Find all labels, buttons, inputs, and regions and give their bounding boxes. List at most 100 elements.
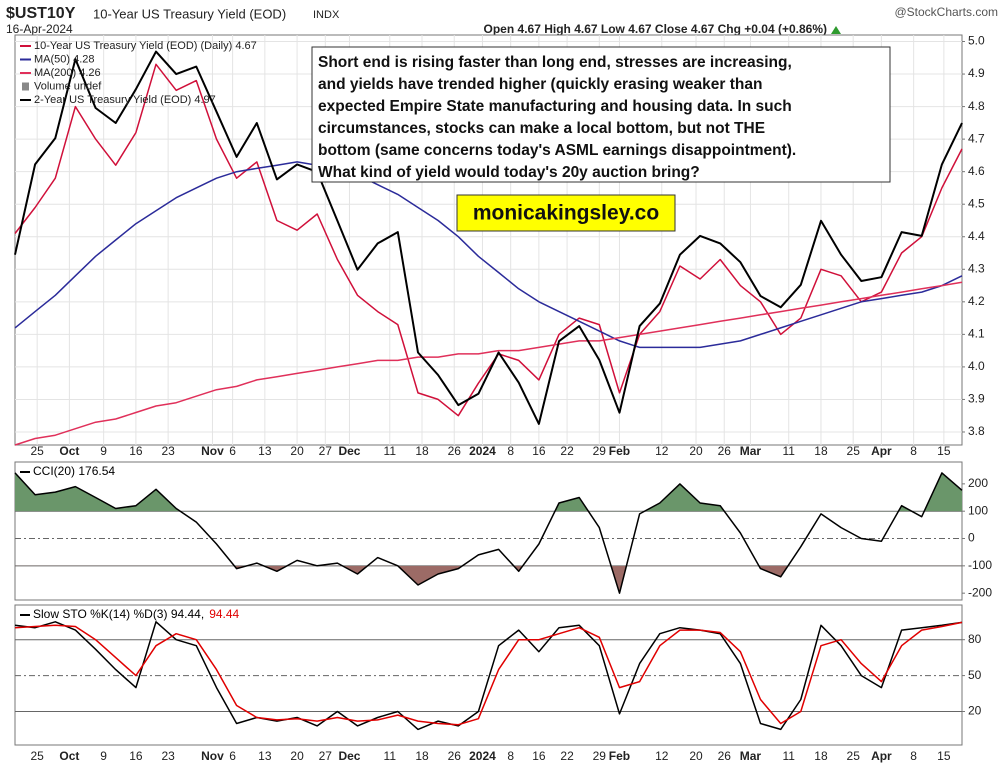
y-tick-label: 4.3 <box>968 261 985 275</box>
annotation: Short end is rising faster than long end… <box>311 46 891 232</box>
quote: Open 4.67 High 4.67 Low 4.67 Close 4.67 … <box>484 22 827 36</box>
y-tick-label: 4.8 <box>968 99 985 113</box>
x-tick-label: 11 <box>384 444 397 458</box>
x-tick-label: 26 <box>718 444 732 458</box>
y-tick-label: 100 <box>968 503 988 517</box>
x-tick-label: 18 <box>415 749 429 763</box>
plot-frame <box>14 461 963 601</box>
x-tick-label: 11 <box>782 444 795 458</box>
y-tick-label: 5.0 <box>968 34 985 48</box>
series-line <box>14 50 963 425</box>
legend-label: CCI(20) 176.54 <box>33 464 115 478</box>
x-tick-label: Nov <box>201 749 224 763</box>
y-tick-label: 4.6 <box>968 164 985 178</box>
y-tick-label: 80 <box>968 632 982 646</box>
watermark-box <box>456 194 676 232</box>
x-tick-label: Dec <box>338 444 360 458</box>
y-tick-label: 3.9 <box>968 392 985 406</box>
x-tick-label: 26 <box>718 749 732 763</box>
y-tick-label: 4.0 <box>968 359 985 373</box>
x-tick-label: 15 <box>937 749 951 763</box>
x-tick-label: 15 <box>937 444 951 458</box>
x-tick-label: 25 <box>30 749 44 763</box>
x-tick-label: 6 <box>229 444 236 458</box>
x-tick-label: Feb <box>609 749 630 763</box>
annotation-line: What kind of yield would today's 20y auc… <box>318 164 700 181</box>
x-tick-label: 20 <box>689 444 703 458</box>
x-tick-label: 26 <box>448 749 462 763</box>
x-tick-label: 2024 <box>469 444 496 458</box>
x-tick-label: 27 <box>319 749 333 763</box>
date: 16-Apr-2024 <box>6 22 73 36</box>
y-tick-label: 4.9 <box>968 66 985 80</box>
x-tick-label: 18 <box>814 749 828 763</box>
x-tick-label: 16 <box>129 444 143 458</box>
series-line <box>14 472 963 594</box>
y-tick-label: -100 <box>968 558 992 572</box>
x-tick-label: Feb <box>609 444 630 458</box>
x-tick-label: 13 <box>258 444 272 458</box>
x-tick-label: 8 <box>507 444 514 458</box>
annotation-box <box>311 46 891 183</box>
x-tick-label: 25 <box>847 444 861 458</box>
y-tick-label: 20 <box>968 704 982 718</box>
plot-frame <box>14 604 963 746</box>
x-tick-label: 9 <box>100 749 107 763</box>
legend-label: Slow STO %K(14) %D(3) 94.44, <box>33 607 204 621</box>
series-line <box>14 63 963 417</box>
x-tick-label: 12 <box>655 749 669 763</box>
band-fill <box>15 472 962 512</box>
legend-label: Volume undef <box>34 80 102 92</box>
x-tick-label: 25 <box>847 749 861 763</box>
x-tick-label: 25 <box>30 444 44 458</box>
x-tick-label: 8 <box>910 444 917 458</box>
annotation-line: and yields have trended higher (quickly … <box>318 76 762 93</box>
watermark: monicakingsley.co <box>473 202 659 225</box>
x-tick-label: 20 <box>290 749 304 763</box>
y-tick-label: 4.4 <box>968 229 985 243</box>
x-tick-label: 16 <box>532 444 546 458</box>
series-line <box>14 161 963 349</box>
instrument-name: 10-Year US Treasury Yield (EOD) <box>93 6 286 21</box>
x-tick-label: 20 <box>290 444 304 458</box>
x-tick-label: Nov <box>201 444 224 458</box>
y-tick-label: 50 <box>968 668 982 682</box>
series-line <box>14 281 963 446</box>
x-tick-label: 2024 <box>469 749 496 763</box>
source: @StockCharts.com <box>894 5 998 19</box>
x-tick-label: 18 <box>415 444 429 458</box>
x-tick-label: 23 <box>161 444 175 458</box>
x-tick-label: 23 <box>161 749 175 763</box>
y-tick-label: -200 <box>968 585 992 599</box>
exchange: INDX <box>313 9 340 21</box>
x-tick-label: 9 <box>100 444 107 458</box>
x-tick-label: 6 <box>229 749 236 763</box>
series-line <box>14 621 963 731</box>
annotation-line: bottom (same concerns today's ASML earni… <box>318 142 796 159</box>
up-arrow <box>831 26 841 34</box>
y-tick-label: 4.5 <box>968 196 985 210</box>
x-tick-label: 13 <box>258 749 272 763</box>
y-tick-label: 3.8 <box>968 424 985 438</box>
x-tick-label: 29 <box>593 444 607 458</box>
y-tick-label: 4.2 <box>968 294 985 308</box>
x-tick-label: Apr <box>871 749 892 763</box>
x-tick-label: 16 <box>532 749 546 763</box>
annotation-line: circumstances, stocks can make a local b… <box>318 120 765 137</box>
y-tick-label: 4.1 <box>968 327 985 341</box>
x-tick-label: Dec <box>338 749 360 763</box>
legend-label: MA(200) 4.26 <box>34 67 101 79</box>
y-tick-label: 200 <box>968 476 988 490</box>
y-tick-label: 0 <box>968 531 975 545</box>
x-tick-label: Apr <box>871 444 892 458</box>
legend-label: 10-Year US Treasury Yield (EOD) (Daily) … <box>34 40 257 52</box>
annotation-line: Short end is rising faster than long end… <box>318 54 792 71</box>
legend-label: 94.44 <box>209 607 239 621</box>
symbol: $UST10Y <box>6 5 76 22</box>
x-tick-label: Mar <box>740 749 762 763</box>
x-tick-label: 11 <box>384 749 397 763</box>
x-tick-label: 11 <box>782 749 795 763</box>
x-tick-label: 22 <box>560 444 574 458</box>
x-tick-label: 12 <box>655 444 669 458</box>
